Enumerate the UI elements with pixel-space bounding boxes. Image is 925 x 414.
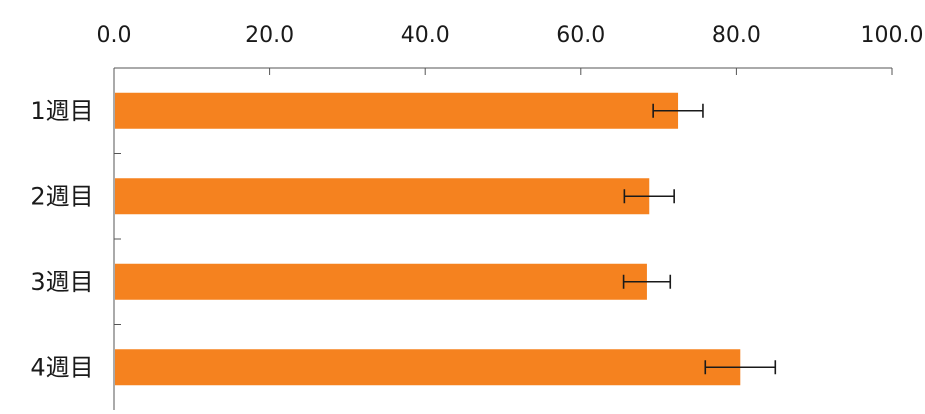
bar <box>115 92 679 129</box>
x-tick-label: 100.0 <box>861 23 924 48</box>
y-category-label: 1週目 <box>30 97 93 125</box>
bars <box>115 92 741 386</box>
y-category-label: 2週目 <box>30 182 93 210</box>
bar <box>115 349 741 386</box>
category-labels: 1週目 2週目 3週目 4週目 <box>30 97 93 382</box>
x-tick-labels: 0.0 20.0 40.0 60.0 80.0 100.0 <box>97 23 924 48</box>
axes <box>113 67 893 410</box>
x-tick-label: 60.0 <box>556 23 605 48</box>
error-bars <box>622 103 777 375</box>
x-tick-label: 20.0 <box>245 23 294 48</box>
bar <box>115 178 650 215</box>
x-tick-label: 0.0 <box>97 23 132 48</box>
y-category-label: 3週目 <box>30 268 93 296</box>
x-tick-label: 80.0 <box>712 23 761 48</box>
bar <box>115 263 647 300</box>
y-category-label: 4週目 <box>30 353 93 381</box>
x-tick-label: 40.0 <box>401 23 450 48</box>
